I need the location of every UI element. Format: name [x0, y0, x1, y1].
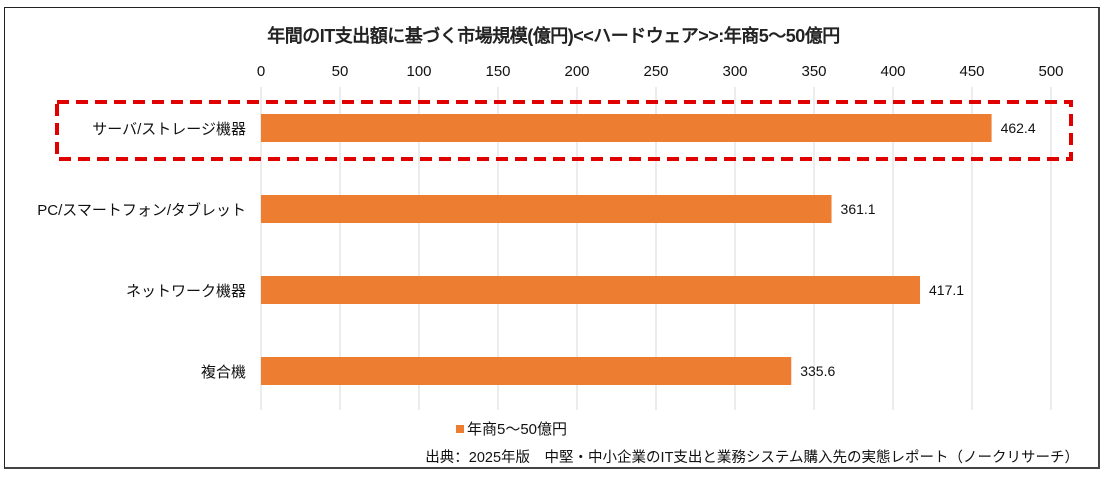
- x-tick-label: 50: [332, 63, 349, 80]
- bar: [261, 276, 921, 304]
- data-label: 335.6: [800, 363, 835, 379]
- data-label: 417.1: [929, 282, 964, 298]
- bar: [261, 114, 992, 142]
- source-note: 出典：2025年版 中堅・中小企業のIT支出と業務システム購入先の実態レポート（…: [425, 450, 1079, 466]
- legend: 年商5〜50億円: [456, 418, 567, 439]
- category-label: 複合機: [201, 364, 246, 381]
- x-tick-label: 500: [1038, 63, 1063, 80]
- x-tick-label: 350: [801, 63, 826, 80]
- x-tick-label: 250: [643, 63, 668, 80]
- category-label: サーバ/ストレージ機器: [92, 121, 246, 138]
- x-tick-label: 450: [959, 63, 984, 80]
- highlight-box: [55, 100, 1073, 161]
- chart-title: 年間のIT支出額に基づく市場規模(億円)<<ハードウェア>>:年商5〜50億円: [267, 26, 840, 46]
- data-label: 462.4: [1001, 120, 1036, 136]
- chart-frame: [4, 7, 1100, 469]
- legend-swatch: [456, 424, 464, 433]
- x-tick-label: 100: [406, 63, 431, 80]
- x-tick-label: 0: [257, 63, 265, 80]
- bar: [261, 195, 832, 223]
- data-label: 361.1: [841, 201, 876, 217]
- x-tick-label: 150: [485, 63, 510, 80]
- legend-label: 年商5〜50億円: [467, 421, 568, 438]
- category-label: ネットワーク機器: [126, 283, 246, 300]
- category-label: PC/スマートフォン/タブレット: [37, 201, 246, 219]
- bar: [261, 357, 792, 385]
- x-tick-label: 300: [722, 63, 747, 80]
- x-tick-label: 200: [564, 63, 589, 80]
- x-tick-label: 400: [880, 63, 905, 80]
